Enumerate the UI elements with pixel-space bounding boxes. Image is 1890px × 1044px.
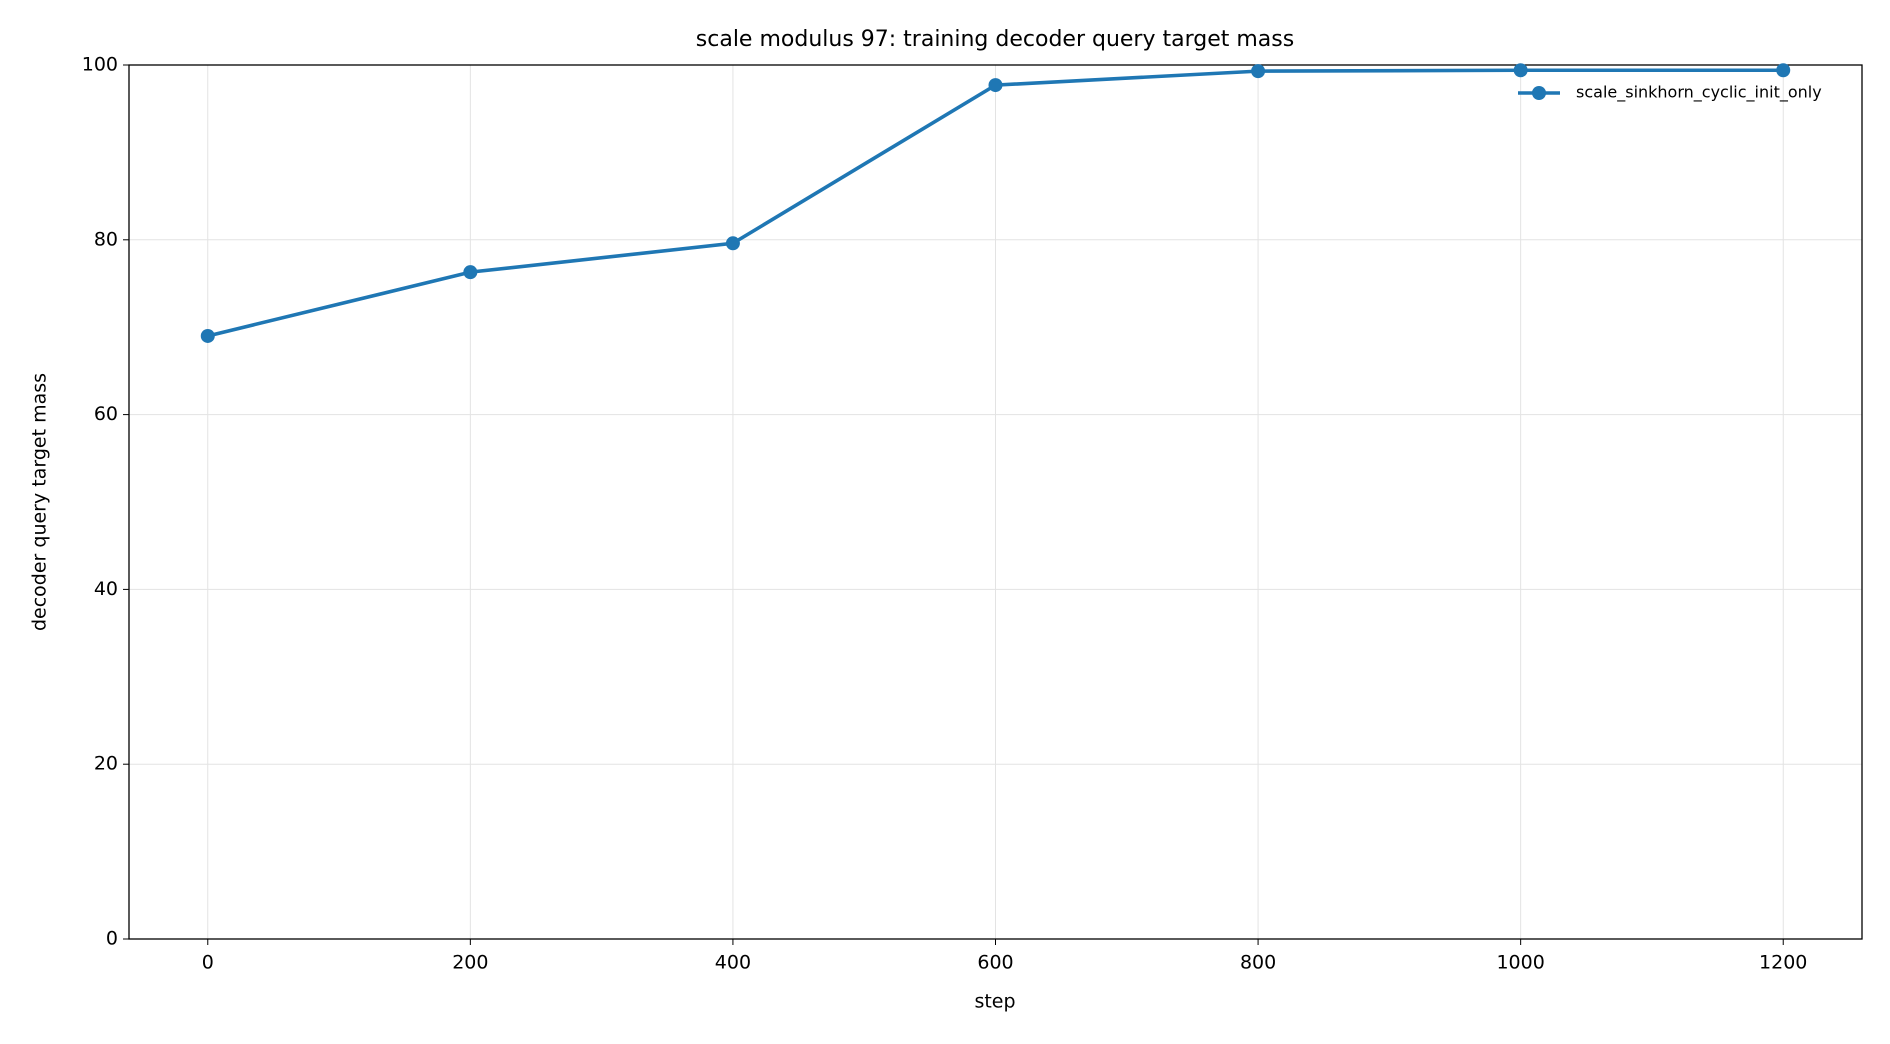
data-point [725,236,740,251]
chart-title: scale modulus 97: training decoder query… [696,27,1294,52]
x-axis-label: step [974,991,1015,1013]
y-tick-label: 20 [94,753,118,775]
x-tick-label: 1000 [1496,952,1544,974]
x-tick-label: 1200 [1759,952,1807,974]
data-point [463,265,478,280]
x-tick-label: 0 [202,952,214,974]
y-tick-label: 60 [94,403,118,425]
data-point [988,78,1003,93]
legend-label: scale_sinkhorn_cyclic_init_only [1576,83,1822,103]
data-point [1513,63,1528,78]
x-tick-label: 400 [715,952,751,974]
y-tick-label: 0 [106,928,118,950]
data-point [1251,64,1266,79]
y-tick-label: 100 [82,54,118,76]
x-tick-label: 600 [977,952,1013,974]
y-tick-label: 40 [94,578,118,600]
plot-frame [128,64,1863,940]
x-tick-label: 200 [452,952,488,974]
data-point [1776,63,1791,78]
y-tick-label: 80 [94,228,118,250]
data-point [200,328,215,343]
x-tick-label: 800 [1240,952,1276,974]
legend-marker [1532,86,1546,100]
y-axis-label: decoder query target mass [29,373,51,631]
